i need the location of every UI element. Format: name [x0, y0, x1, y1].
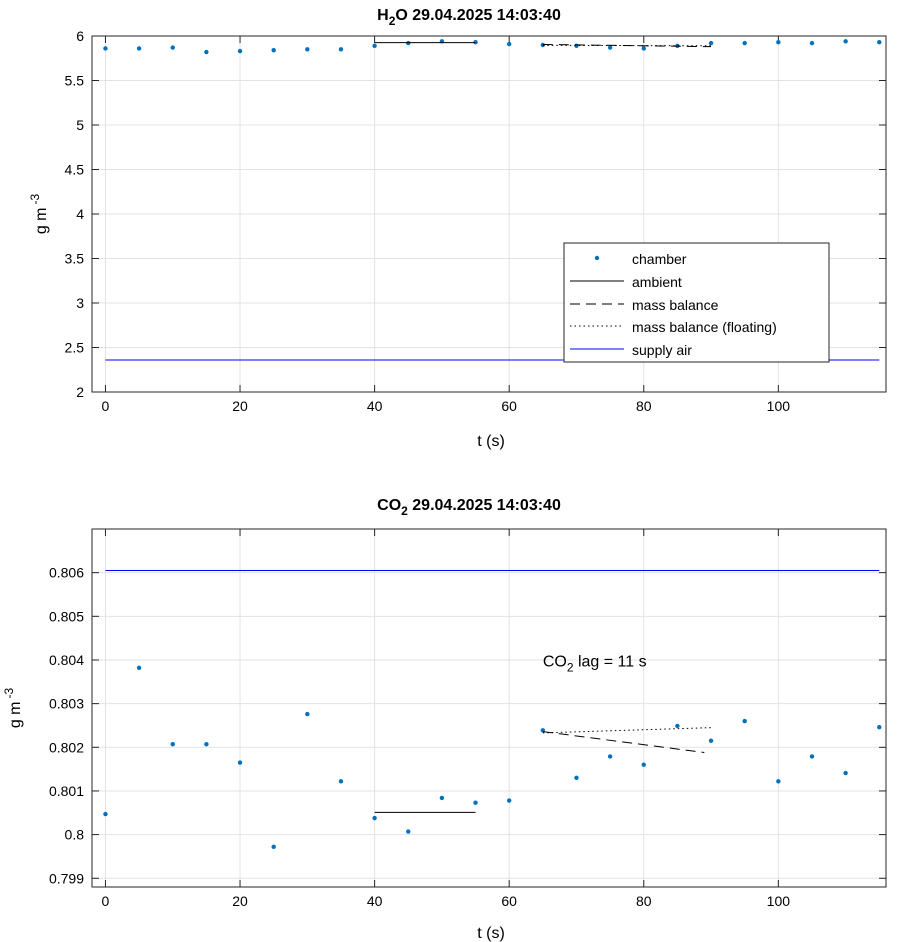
h2o-ylabel: g m-3: [28, 194, 50, 235]
h2o-ytick-label: 5.5: [65, 73, 85, 89]
h2o-chamber-point: [305, 47, 310, 52]
legend-box: [563, 242, 830, 363]
co2-chamber-point: [406, 829, 411, 834]
legend-label-mass-balance: mass balance: [632, 297, 719, 313]
h2o-chamber-point: [708, 40, 714, 46]
h2o-ytick-label: 2.5: [65, 340, 85, 356]
h2o-chamber-point: [170, 45, 175, 50]
co2-chamber-point: [372, 815, 377, 821]
h2o-xtick-label: 60: [501, 398, 517, 414]
h2o-xtick-label: 20: [232, 398, 248, 414]
h2o-chamber-point: [372, 43, 377, 48]
legend-label-ambient: ambient: [632, 274, 682, 290]
h2o-ytick-label: 3.5: [65, 251, 85, 267]
co2-ytick-label: 0.801: [49, 783, 84, 799]
h2o-chamber-point: [136, 46, 142, 51]
co2-ytick-label: 0.799: [49, 870, 84, 886]
co2-chamber-point: [170, 742, 175, 747]
legend-label-mass-balance-floating: mass balance (floating): [632, 319, 777, 335]
h2o-chamber-point: [271, 48, 276, 53]
h2o-chamber-point: [843, 39, 848, 44]
co2-ytick-label: 0.803: [49, 696, 84, 712]
legend: chamber ambient mass balance mass balanc…: [563, 242, 830, 363]
co2-ytick-label: 0.805: [49, 608, 84, 624]
co2-chamber-point: [271, 844, 276, 850]
co2-chamber-point: [506, 798, 512, 803]
co2-xtick-label: 40: [367, 893, 383, 909]
co2-mass-balance-line: [542, 731, 705, 754]
h2o-ytick-label: 6: [76, 28, 84, 44]
co2-chamber-point: [136, 665, 142, 671]
co2-chamber-point: [708, 738, 714, 743]
co2-xtick-label: 100: [767, 893, 791, 909]
co2-grid: [92, 529, 886, 887]
h2o-ytick-label: 4.5: [65, 162, 85, 178]
h2o-axes-box: [91, 35, 887, 393]
co2-chamber-point: [473, 800, 478, 805]
h2o-xtick-label: 80: [636, 398, 652, 414]
co2-ylabel: g m-3: [2, 688, 24, 729]
co2-chamber-point: [574, 775, 579, 781]
h2o-chamber-point: [607, 45, 613, 50]
co2-series: [103, 569, 882, 850]
co2-ytick-label: 0.802: [49, 739, 84, 755]
h2o-ytick-label: 5: [76, 117, 84, 133]
co2-ytick-label: 0.8: [65, 827, 85, 843]
legend-label-chamber: chamber: [632, 251, 687, 267]
co2-chamber-point: [877, 725, 882, 730]
h2o-xtick-label: 0: [102, 398, 110, 414]
h2o-ytick-label: 4: [76, 206, 84, 222]
h2o-ticks: 0 20 40 60 80 100 2 2.5 3 3.5 4 4.5 5 5.5 6: [65, 28, 886, 414]
h2o-xtick-label: 100: [767, 398, 791, 414]
co2-chamber-point: [675, 723, 680, 729]
co2-ytick-label: 0.806: [49, 565, 84, 581]
co2-xtick-label: 0: [102, 893, 110, 909]
co2-axes-box: [91, 528, 887, 888]
co2-chamber-point: [607, 754, 613, 759]
h2o-chamber-point: [809, 40, 815, 46]
co2-chamber-point: [338, 779, 344, 784]
h2o-chamber-point: [742, 40, 747, 46]
co2-ticks: 0 20 40 60 80 100 0.799 0.8 0.801 0.802 0.803 0.804…: [49, 529, 886, 909]
co2-xtick-label: 60: [501, 893, 517, 909]
co2-chamber-point: [641, 762, 646, 767]
co2-ytick-label: 0.804: [49, 652, 84, 668]
co2-chamber-point: [742, 718, 747, 724]
h2o-chamber-point: [877, 40, 882, 45]
h2o-panel: H2O 29.04.2025 14:03:40 0 20 40 60 80 100 2 2.5…: [28, 7, 887, 450]
h2o-ytick-label: 3: [76, 295, 84, 311]
h2o-ytick-label: 2: [76, 384, 84, 400]
h2o-chamber-point: [776, 40, 781, 45]
co2-panel: CO2 29.04.2025 14:03:40 0 20 40 60 80 100 0.79…: [2, 497, 887, 942]
h2o-chamber-point: [338, 47, 344, 52]
h2o-mass-balance-line: [542, 43, 712, 48]
co2-chamber-point: [237, 760, 243, 765]
co2-mass-balance-floating-line: [542, 727, 712, 734]
co2-lag-annotation: CO2 lag = 11 s: [543, 654, 647, 675]
co2-chamber-point: [204, 742, 209, 747]
co2-chamber-point: [776, 779, 781, 784]
co2-title: CO2 29.04.2025 14:03:40: [377, 497, 561, 518]
co2-xtick-label: 20: [232, 893, 248, 909]
co2-chamber-point: [103, 811, 108, 817]
legend-marker-chamber: [594, 255, 600, 261]
co2-xlabel: t (s): [477, 925, 505, 942]
co2-chamber-point: [305, 711, 310, 717]
legend-label-supply-air: supply air: [632, 342, 692, 358]
h2o-chamber-point: [237, 48, 243, 54]
h2o-title: H2O 29.04.2025 14:03:40: [377, 7, 561, 28]
h2o-xlabel: t (s): [477, 433, 505, 450]
h2o-chamber-point: [204, 49, 209, 55]
h2o-chamber-point: [103, 46, 108, 51]
co2-chamber-point: [843, 770, 848, 776]
co2-chamber-point: [439, 795, 445, 801]
h2o-xtick-label: 40: [367, 398, 383, 414]
h2o-chamber-point: [506, 41, 512, 47]
co2-xtick-label: 80: [636, 893, 652, 909]
co2-chamber-point: [809, 754, 815, 759]
h2o-chamber-point: [641, 46, 646, 51]
